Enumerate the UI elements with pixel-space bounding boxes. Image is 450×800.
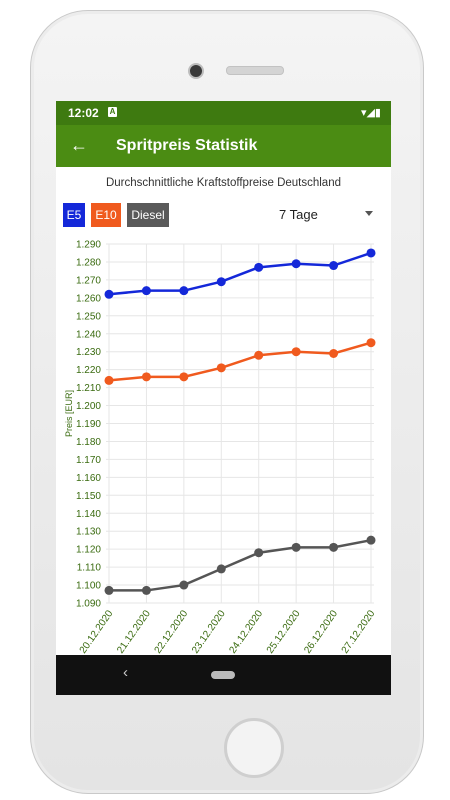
x-tick-label: 22.12.2020 xyxy=(153,608,191,655)
data-point-e5 xyxy=(366,248,376,258)
data-point-e5 xyxy=(216,277,226,287)
home-button[interactable] xyxy=(224,718,284,778)
speaker-grille xyxy=(226,66,284,75)
y-tick-label: 1.290 xyxy=(76,240,101,251)
y-tick-label: 1.250 xyxy=(76,311,101,322)
series-line-diesel xyxy=(109,538,372,592)
app-screen: 12:02 A ▾◢▮ ← Spritpreis Statistik Durch… xyxy=(56,101,391,695)
system-nav-bar: ‹ xyxy=(56,655,391,695)
diesel-button[interactable]: Diesel xyxy=(127,203,169,227)
period-dropdown[interactable]: 7 Tage xyxy=(279,205,373,225)
y-tick-label: 1.120 xyxy=(76,545,101,556)
y-tick-label: 1.210 xyxy=(76,383,101,394)
nav-back-icon[interactable]: ‹ xyxy=(123,664,128,681)
status-icons: ▾◢▮ xyxy=(360,107,381,119)
back-arrow-icon[interactable]: ← xyxy=(70,135,88,155)
data-point-diesel xyxy=(291,542,301,552)
y-tick-label: 1.240 xyxy=(76,329,101,340)
y-tick-label: 1.110 xyxy=(77,563,102,574)
data-point-e10 xyxy=(216,363,226,373)
data-point-e5 xyxy=(104,289,114,299)
data-point-e10 xyxy=(254,350,264,360)
y-tick-label: 1.150 xyxy=(76,491,101,502)
data-point-diesel xyxy=(329,542,339,552)
e10-button[interactable]: E10 xyxy=(91,203,121,227)
data-point-e5 xyxy=(291,259,301,269)
y-tick-label: 1.160 xyxy=(76,473,101,484)
period-selected-value: 7 Tage xyxy=(279,207,318,222)
front-camera xyxy=(188,63,204,79)
data-point-e5 xyxy=(329,261,339,271)
x-tick-label: 20.12.2020 xyxy=(78,608,116,655)
y-tick-label: 1.220 xyxy=(76,365,101,376)
y-tick-label: 1.270 xyxy=(76,275,101,286)
x-tick-label: 21.12.2020 xyxy=(115,608,153,655)
e5-button[interactable]: E5 xyxy=(63,203,85,227)
y-tick-label: 1.280 xyxy=(76,257,101,268)
data-point-e5 xyxy=(179,286,189,296)
x-tick-label: 26.12.2020 xyxy=(302,608,340,655)
y-tick-label: 1.230 xyxy=(76,347,101,358)
series-line-e5 xyxy=(108,251,372,296)
y-tick-label: 1.200 xyxy=(76,401,101,412)
y-tick-label: 1.100 xyxy=(76,581,101,592)
data-point-e10 xyxy=(179,372,189,382)
data-point-diesel xyxy=(179,580,189,590)
nav-home-pill-icon[interactable] xyxy=(211,671,235,679)
data-point-diesel xyxy=(366,535,376,545)
data-point-e5 xyxy=(254,262,264,272)
notification-icon: A xyxy=(108,107,117,117)
data-point-diesel xyxy=(216,564,226,574)
app-title: Spritpreis Statistik xyxy=(116,137,258,154)
data-point-e10 xyxy=(366,338,376,348)
series-line-e10 xyxy=(108,341,372,382)
data-point-e10 xyxy=(141,372,151,382)
y-tick-label: 1.130 xyxy=(76,527,101,538)
x-tick-label: 25.12.2020 xyxy=(265,608,303,655)
x-tick-label: 24.12.2020 xyxy=(227,608,265,655)
status-bar: 12:02 A ▾◢▮ xyxy=(56,101,391,125)
data-point-diesel xyxy=(104,585,114,595)
y-axis-label: Preis [EUR] xyxy=(64,390,74,437)
data-point-e10 xyxy=(291,347,301,357)
y-tick-label: 1.180 xyxy=(76,437,101,448)
chart-title: Durchschnittliche Kraftstoffpreise Deuts… xyxy=(105,177,341,189)
data-point-diesel xyxy=(141,585,151,595)
y-tick-label: 1.260 xyxy=(76,293,101,304)
x-tick-label: 23.12.2020 xyxy=(190,608,228,655)
data-point-e10 xyxy=(104,375,114,385)
data-point-e10 xyxy=(329,348,339,358)
y-tick-label: 1.140 xyxy=(76,509,101,520)
status-time: 12:02 xyxy=(68,106,99,120)
y-tick-label: 1.090 xyxy=(76,599,101,610)
data-point-e5 xyxy=(141,286,151,296)
app-bar: ← Spritpreis Statistik xyxy=(56,125,391,167)
data-point-diesel xyxy=(254,548,264,558)
y-tick-label: 1.170 xyxy=(76,455,101,466)
y-tick-label: 1.190 xyxy=(76,419,101,430)
price-line-chart: 1.090 1.100 1.110 1.120 1.130 1.140 1.150 1.160… xyxy=(64,240,378,656)
chevron-down-icon xyxy=(365,211,373,216)
x-tick-label: 27.12.2020 xyxy=(340,608,378,655)
